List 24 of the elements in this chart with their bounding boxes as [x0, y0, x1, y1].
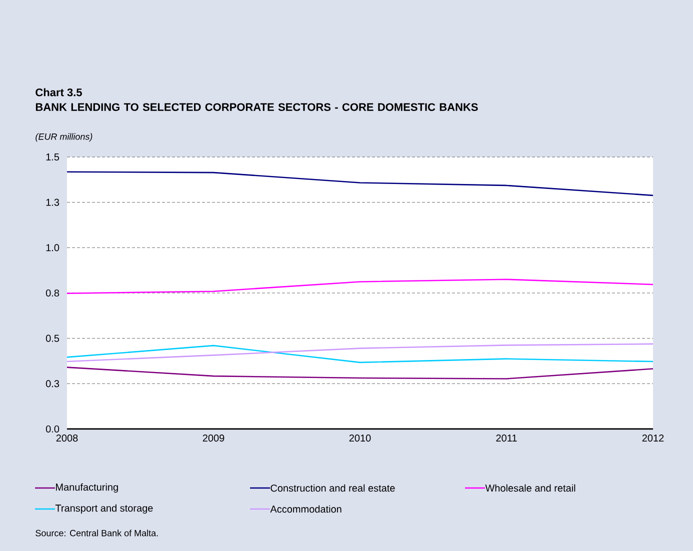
legend-label: Transport and storage [55, 504, 153, 514]
legend-label: Construction and real estate [270, 484, 395, 492]
legend-label: Manufacturing [56, 483, 118, 493]
chart-subtitle: BANK LENDING TO SELECTED CORPORATE SECTORS - CORE DOMESTIC BANKS [36, 103, 478, 111]
x-tick-label: 2011 [496, 434, 517, 442]
y-tick-label: 1.3 [46, 198, 60, 206]
y-axis-title: (EUR millions) [36, 133, 92, 142]
line-series [66, 278, 654, 294]
y-tick-label: 1.5 [46, 154, 60, 160]
y-tick-label: 1.0 [46, 244, 60, 252]
y-tick-label: 0.5 [46, 334, 60, 342]
chart-title: Chart 3.5 [36, 88, 82, 96]
x-tick-label: 2009 [202, 434, 224, 442]
y-tick-label: 0.8 [46, 289, 60, 297]
x-tick-label: 2010 [349, 434, 371, 442]
legend-label: Accommodation [270, 505, 342, 513]
y-tick-label: 0.3 [46, 380, 60, 388]
x-tick-label: 2008 [56, 434, 78, 442]
x-tick-label: 2012 [642, 434, 664, 442]
y-tick-label: 0.0 [46, 425, 60, 433]
legend-label: Wholesale and retail [485, 484, 576, 492]
source-note: Source: Central Bank of Malta. [36, 530, 158, 536]
line-series [66, 171, 654, 196]
line-series [66, 366, 654, 380]
